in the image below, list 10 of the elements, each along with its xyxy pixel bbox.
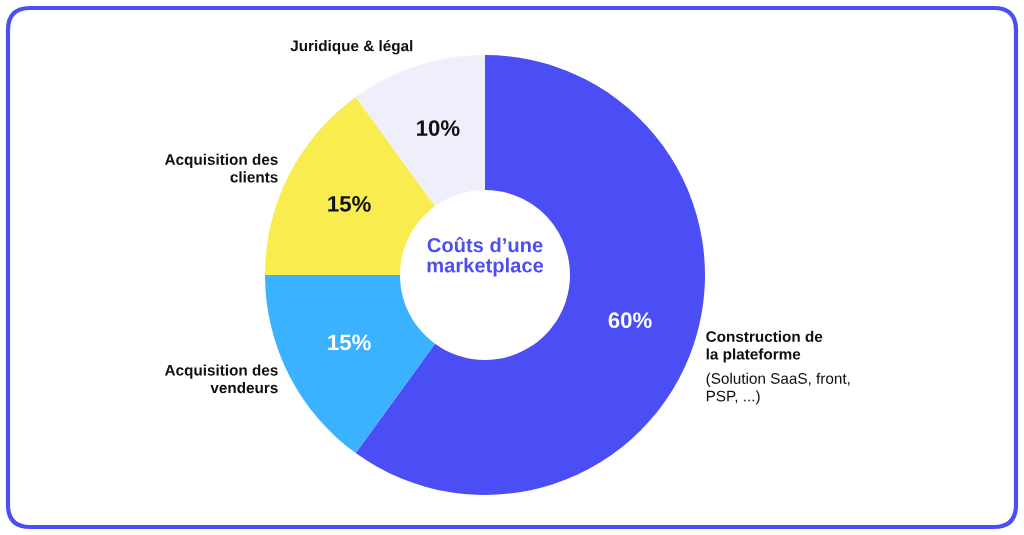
text: (Solution SaaS, front, PSP, ...) xyxy=(706,372,850,405)
slice-label: Juridique & légal xyxy=(290,39,413,55)
text: Coûts d’une marketplace xyxy=(427,237,544,277)
slice-label: Acquisition des vendeurs xyxy=(164,364,278,394)
slice-label: Construction de la plateforme xyxy=(706,330,823,363)
slice-label: Acquisition des clients xyxy=(164,153,278,183)
data-label: 10% xyxy=(417,120,460,136)
data-label: 15% xyxy=(328,196,371,212)
data-label: 60% xyxy=(608,312,652,329)
data-label: 15% xyxy=(328,334,371,351)
